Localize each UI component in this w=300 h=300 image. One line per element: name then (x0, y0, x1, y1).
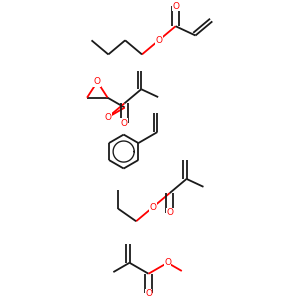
Text: O: O (149, 203, 156, 212)
Text: O: O (166, 208, 173, 217)
Text: O: O (164, 258, 171, 267)
Text: O: O (145, 289, 152, 298)
Text: O: O (172, 2, 179, 11)
Text: O: O (121, 118, 128, 127)
Text: O: O (94, 77, 101, 86)
Text: O: O (155, 36, 162, 45)
Text: O: O (104, 113, 111, 122)
